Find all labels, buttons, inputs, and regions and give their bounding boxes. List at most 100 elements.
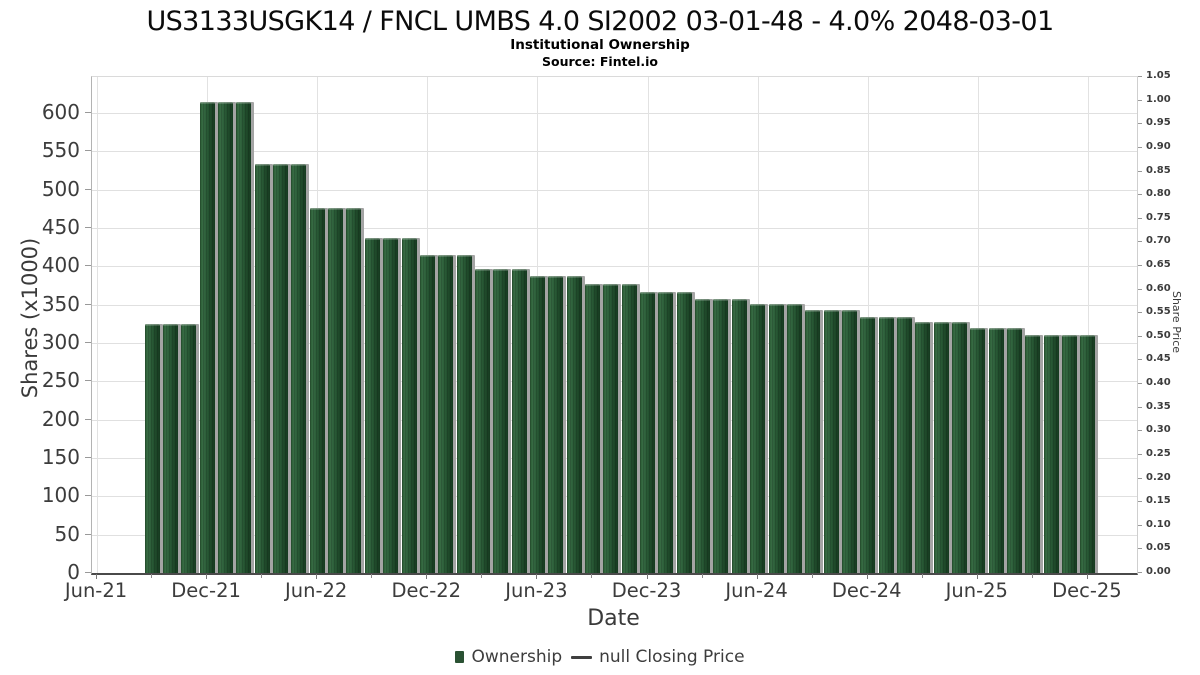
bar-Oct-23[interactable] — [603, 284, 619, 573]
x-tick-Jun-21 — [96, 574, 97, 579]
bar-Feb-23[interactable] — [456, 254, 472, 573]
bar-Jan-23[interactable] — [438, 254, 454, 573]
plot-area — [91, 76, 1138, 575]
y-right-tick-1.05 — [1138, 76, 1142, 77]
y-left-tick-100 — [85, 495, 91, 497]
y-right-tick-0.30 — [1138, 430, 1142, 432]
x-minor-tick-6 — [811, 574, 813, 578]
bar-Apr-25[interactable] — [933, 322, 949, 573]
y-right-tick-label-1.00: 1.00 — [1146, 93, 1171, 105]
bar-Jul-24[interactable] — [768, 303, 784, 573]
bar-Jun-22[interactable] — [309, 208, 325, 573]
bar-Nov-23[interactable] — [621, 284, 637, 573]
y-right-tick-label-0.40: 0.40 — [1146, 377, 1171, 388]
x-tick-label-Dec-25: Dec-25 — [1052, 579, 1122, 602]
y-right-tick-0.80 — [1138, 194, 1142, 196]
y-right-tick-label-0.80: 0.80 — [1146, 188, 1171, 200]
bar-Dec-22[interactable] — [419, 254, 435, 573]
bar-Sep-23[interactable] — [585, 284, 600, 573]
y-left-tick-200 — [85, 418, 91, 420]
x-minor-tick-8 — [1031, 574, 1033, 578]
y-right-tick-label-0.15: 0.15 — [1146, 495, 1171, 507]
bar-Oct-21[interactable] — [162, 323, 178, 573]
y-left-tick-label-150: 150 — [41, 445, 80, 469]
y-right-tick-label-0.20: 0.20 — [1146, 471, 1171, 483]
y-right-tick-label-0.60: 0.60 — [1146, 282, 1171, 294]
y-left-tick-450 — [85, 227, 91, 228]
bar-Jan-22[interactable] — [218, 102, 233, 573]
bar-Aug-24[interactable] — [786, 303, 802, 573]
bar-Sep-24[interactable] — [805, 310, 821, 573]
gridline-y-500 — [92, 189, 1137, 191]
bar-Oct-25[interactable] — [1043, 334, 1059, 573]
bar-Oct-22[interactable] — [383, 238, 399, 573]
y-left-tick-label-550: 550 — [41, 138, 80, 163]
bar-Mar-24[interactable] — [695, 298, 711, 573]
bar-Feb-24[interactable] — [676, 291, 692, 573]
bar-Mar-23[interactable] — [474, 268, 490, 573]
bar-Jul-25[interactable] — [988, 328, 1004, 573]
bar-Jan-24[interactable] — [658, 291, 674, 573]
bar-Jun-24[interactable] — [750, 303, 766, 573]
bar-Nov-21[interactable] — [181, 323, 197, 573]
bar-May-25[interactable] — [952, 322, 967, 573]
y-left-tick-50 — [85, 533, 91, 535]
gridline-y-600 — [92, 113, 1137, 114]
bar-Apr-24[interactable] — [713, 298, 729, 573]
bar-Apr-22[interactable] — [273, 163, 288, 573]
y-right-tick-label-0.55: 0.55 — [1146, 306, 1171, 318]
bar-Aug-22[interactable] — [346, 208, 362, 573]
bar-Feb-25[interactable] — [896, 317, 912, 573]
bar-Feb-22[interactable] — [236, 102, 252, 573]
y-left-tick-600 — [85, 112, 91, 113]
bar-May-22[interactable] — [291, 163, 307, 573]
x-tick-Dec-25 — [1086, 574, 1088, 579]
bar-Dec-21[interactable] — [199, 102, 215, 573]
bar-Mar-22[interactable] — [254, 163, 270, 573]
bar-Jan-25[interactable] — [878, 317, 894, 573]
bar-Dec-25[interactable] — [1080, 334, 1096, 573]
y-right-tick-0.90 — [1138, 146, 1142, 148]
y-right-tick-1.00 — [1138, 99, 1142, 101]
bar-Aug-23[interactable] — [566, 275, 582, 573]
y-right-tick-0.05 — [1138, 548, 1142, 550]
bar-Mar-25[interactable] — [915, 322, 931, 573]
bar-Nov-25[interactable] — [1062, 334, 1078, 573]
bar-Jul-23[interactable] — [548, 275, 564, 573]
y-left-tick-label-50: 50 — [54, 521, 80, 546]
x-minor-tick-0 — [151, 574, 153, 578]
y-left-tick-150 — [85, 457, 91, 458]
bar-Sep-22[interactable] — [364, 238, 380, 573]
gridline-y-450 — [92, 228, 1137, 229]
y-right-tick-label-0.25: 0.25 — [1146, 447, 1171, 459]
bar-Aug-25[interactable] — [1007, 328, 1022, 573]
bar-May-24[interactable] — [731, 298, 747, 573]
y-right-tick-label-0.45: 0.45 — [1146, 353, 1171, 365]
x-tick-Jun-24 — [756, 574, 758, 579]
price-line-icon — [571, 655, 593, 659]
x-tick-Dec-22 — [426, 574, 428, 579]
bar-Nov-24[interactable] — [841, 310, 857, 573]
bar-Sep-25[interactable] — [1025, 334, 1041, 573]
x-tick-label-Dec-24: Dec-24 — [831, 579, 902, 602]
bar-Dec-24[interactable] — [860, 317, 876, 573]
bar-Oct-24[interactable] — [823, 310, 839, 573]
x-tick-Dec-21 — [206, 574, 208, 579]
legend-item-closing-price[interactable]: null Closing Price — [571, 647, 745, 667]
y-right-tick-label-0.05: 0.05 — [1146, 542, 1171, 554]
bar-Jul-22[interactable] — [328, 208, 344, 573]
bar-Jun-25[interactable] — [970, 328, 986, 573]
legend-price-label: null Closing Price — [599, 647, 745, 667]
bar-Apr-23[interactable] — [493, 268, 509, 573]
bar-May-23[interactable] — [511, 268, 527, 573]
bar-Sep-21[interactable] — [144, 323, 160, 573]
legend-item-ownership[interactable]: Ownership — [455, 647, 562, 667]
y-right-tick-0.20 — [1138, 477, 1142, 479]
bar-Dec-23[interactable] — [640, 291, 655, 573]
bar-Nov-22[interactable] — [401, 238, 417, 573]
x-tick-Jun-22 — [316, 574, 318, 579]
y-right-tick-0.70 — [1138, 241, 1142, 243]
y-right-tick-label-0.70: 0.70 — [1146, 235, 1171, 247]
bar-Jun-23[interactable] — [529, 275, 545, 573]
y-right-tick-label-0.35: 0.35 — [1146, 400, 1171, 412]
